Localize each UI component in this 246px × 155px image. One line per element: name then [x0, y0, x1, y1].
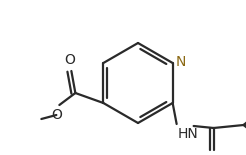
Text: O: O	[208, 154, 219, 155]
Text: O: O	[64, 53, 75, 67]
Text: O: O	[51, 108, 62, 122]
Text: HN: HN	[178, 127, 198, 141]
Text: N: N	[176, 55, 186, 69]
